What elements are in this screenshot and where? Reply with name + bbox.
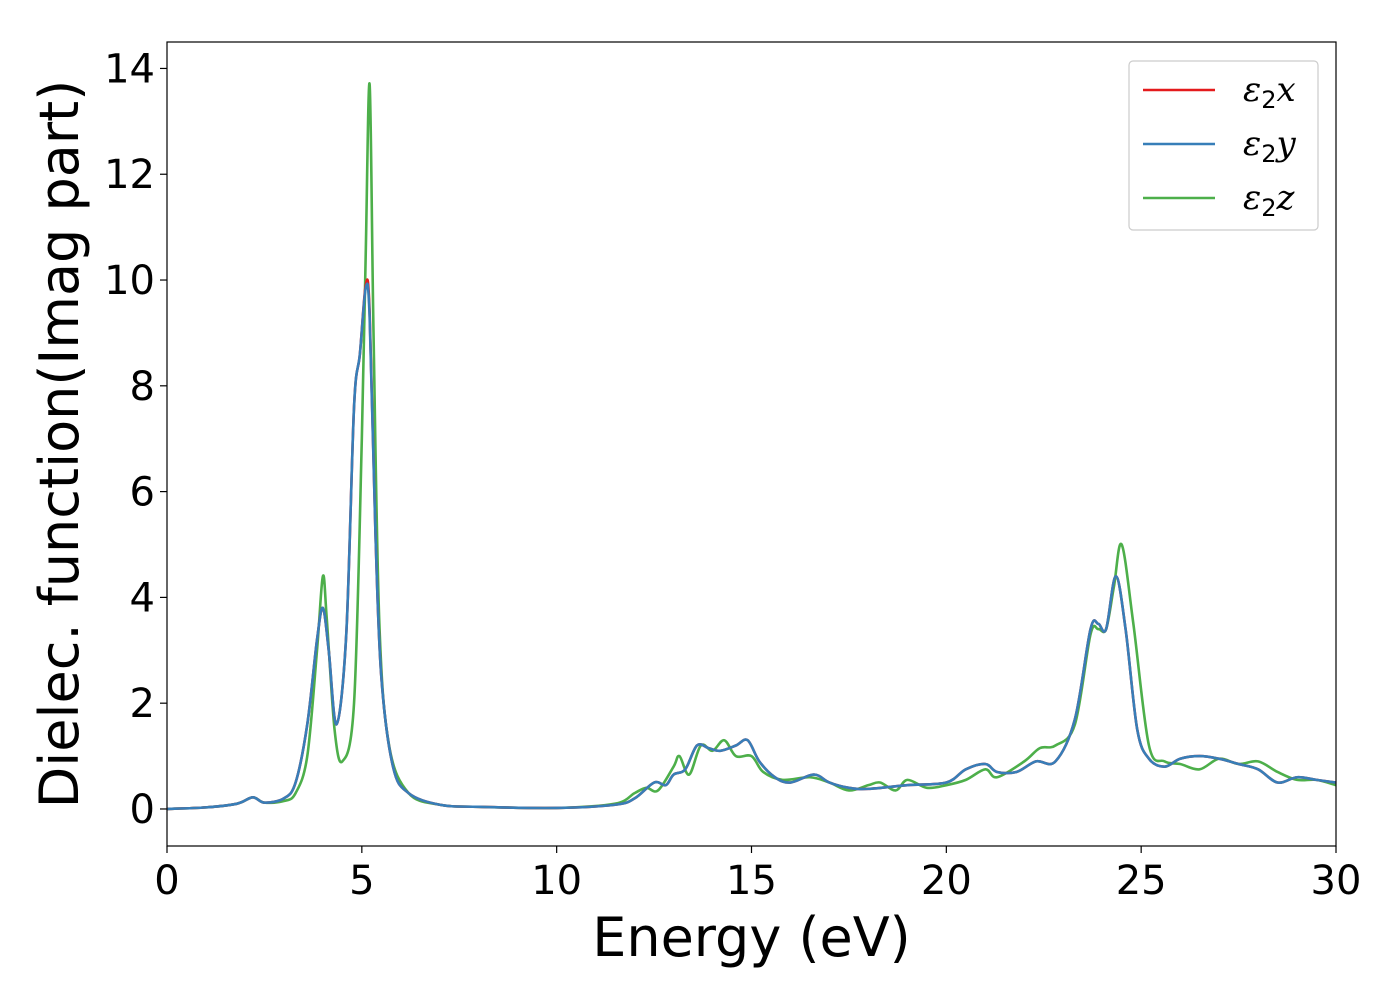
legend-label-x: ε2x: [1243, 70, 1296, 114]
x-tick-label: 10: [531, 858, 582, 904]
x-tick-label: 25: [1116, 858, 1167, 904]
y-tick-label: 12: [104, 152, 155, 198]
x-tick-label: 0: [154, 858, 179, 904]
x-tick-label: 30: [1311, 858, 1362, 904]
legend-box: [1128, 60, 1319, 231]
y-tick-label: 14: [104, 46, 155, 92]
axis-ticks: 0 5 10 15 20 25 30 0 2 4 6 8 10 12 14: [104, 46, 1361, 904]
series-line-z: [167, 82, 1336, 811]
series-lines: [167, 82, 1336, 811]
legend-label-z: ε2z: [1243, 178, 1296, 222]
y-tick-label: 6: [130, 470, 155, 516]
y-tick-label: 10: [104, 258, 155, 304]
legend: ε2x ε2y ε2z: [1128, 60, 1319, 231]
x-tick-label: 15: [726, 858, 777, 904]
x-tick-label: 20: [921, 858, 972, 904]
legend-label-y: ε2y: [1243, 124, 1297, 168]
x-tick-label: 5: [349, 858, 374, 904]
series-line-y: [167, 282, 1336, 811]
y-axis-title: Dielec. function(Imag part): [28, 80, 91, 809]
y-tick-label: 8: [130, 364, 155, 410]
x-axis-title: Energy (eV): [592, 906, 911, 969]
y-tick-label: 0: [130, 787, 155, 833]
y-tick-label: 2: [130, 681, 155, 727]
y-tick-label: 4: [130, 575, 155, 621]
